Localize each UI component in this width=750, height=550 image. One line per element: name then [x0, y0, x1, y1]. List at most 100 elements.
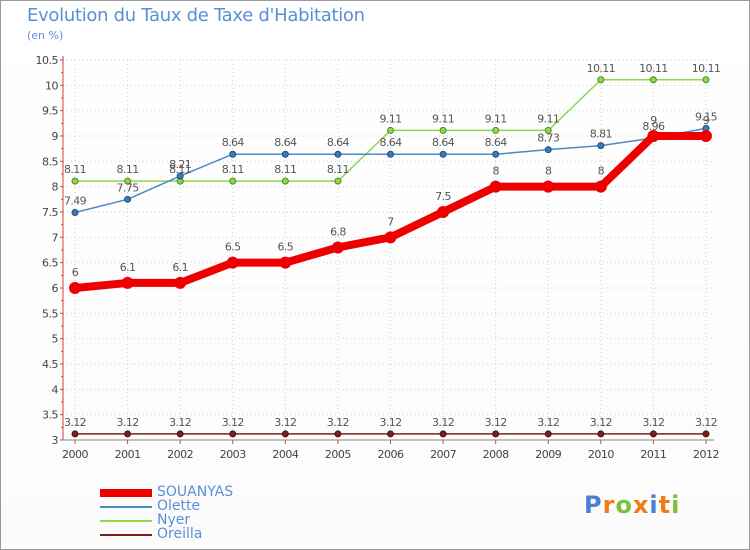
data-point-olette	[71, 209, 79, 217]
data-point-souanyas	[594, 180, 607, 193]
y-tick-label: 6.5	[42, 257, 58, 270]
data-label-souanyas: 6.1	[120, 261, 136, 274]
y-tick-label: 5.5	[42, 307, 58, 320]
data-label-oreilla: 3.12	[222, 416, 244, 429]
data-point-nyer	[702, 76, 710, 84]
data-label-nyer: 8.11	[327, 163, 349, 176]
data-point-nyer	[597, 76, 605, 84]
data-label-oreilla: 3.12	[485, 416, 507, 429]
data-label-souanyas: 8	[598, 165, 605, 178]
legend-label: Nyer	[157, 512, 191, 528]
x-tick-label: 2000	[62, 448, 88, 461]
data-point-nyer	[71, 177, 79, 185]
data-point-souanyas	[700, 130, 712, 142]
data-point-oreilla	[71, 430, 79, 438]
data-label-nyer: 8.11	[169, 163, 191, 176]
data-point-oreilla	[492, 430, 500, 438]
data-point-nyer	[649, 76, 657, 84]
data-label-oreilla: 3.12	[695, 416, 717, 429]
x-tick-label: 2003	[220, 448, 246, 461]
data-point-oreilla	[124, 430, 132, 438]
data-point-nyer	[544, 126, 552, 134]
data-point-oreilla	[229, 430, 237, 438]
x-tick-label: 2005	[325, 448, 351, 461]
data-label-souanyas: 6.1	[172, 261, 188, 274]
data-label-olette: 8.73	[537, 132, 560, 145]
data-label-souanyas: 7	[387, 215, 394, 228]
proxiti-logo: Proxiti	[584, 491, 680, 519]
data-label-olette: 7.75	[117, 181, 140, 194]
data-label-nyer: 8.11	[274, 163, 296, 176]
y-tick-label: 8.5	[42, 155, 58, 168]
data-label-souanyas: 6	[72, 266, 79, 279]
data-point-olette	[597, 142, 605, 150]
data-label-olette: 8.64	[222, 136, 245, 149]
legend-swatch	[100, 520, 152, 522]
data-label-oreilla: 3.12	[117, 416, 139, 429]
logo-letter: i	[649, 491, 659, 519]
data-label-nyer: 8.11	[222, 163, 244, 176]
data-point-souanyas	[69, 282, 81, 294]
data-point-oreilla	[334, 430, 342, 438]
data-point-souanyas	[489, 180, 502, 193]
data-point-souanyas	[542, 180, 555, 193]
data-label-olette: 7.49	[64, 195, 87, 208]
data-point-olette	[124, 195, 132, 203]
logo-letter: i	[671, 491, 681, 519]
data-label-souanyas: 8	[492, 165, 499, 178]
data-point-olette	[387, 150, 394, 158]
data-label-nyer: 9.11	[485, 112, 507, 125]
data-point-souanyas	[226, 256, 239, 269]
y-tick-label: 7	[52, 231, 59, 244]
x-tick-label: 2004	[272, 448, 298, 461]
data-label-oreilla: 3.12	[379, 416, 401, 429]
data-point-olette	[176, 172, 184, 180]
data-point-nyer	[124, 177, 132, 185]
y-tick-label: 4.5	[42, 358, 58, 371]
data-point-olette	[334, 150, 342, 158]
x-tick-label: 2011	[640, 448, 666, 461]
x-tick-label: 2012	[693, 448, 719, 461]
data-point-souanyas	[121, 276, 134, 289]
legend-label: Oreilla	[157, 526, 203, 542]
logo-letter: x	[632, 491, 650, 519]
data-label-oreilla: 3.12	[64, 416, 86, 429]
data-label-oreilla: 3.12	[537, 416, 559, 429]
data-label-nyer: 9.11	[537, 112, 559, 125]
data-label-oreilla: 3.12	[590, 416, 612, 429]
data-label-olette: 8.81	[590, 128, 612, 141]
data-label-oreilla: 3.12	[327, 416, 349, 429]
x-tick-label: 2006	[378, 448, 404, 461]
data-point-nyer	[492, 126, 500, 134]
legend-label: SOUANYAS	[157, 484, 234, 500]
y-tick-label: 9.5	[42, 105, 58, 118]
data-label-oreilla: 3.12	[642, 416, 664, 429]
data-point-olette	[281, 150, 289, 158]
data-point-olette	[229, 150, 237, 158]
data-point-oreilla	[702, 430, 710, 438]
data-point-nyer	[229, 177, 237, 185]
data-label-olette: 8.64	[432, 136, 455, 149]
data-point-oreilla	[439, 430, 447, 438]
data-point-olette	[492, 150, 500, 158]
data-label-souanyas: 7.5	[435, 190, 451, 203]
data-point-nyer	[439, 126, 447, 134]
data-label-oreilla: 3.12	[169, 416, 191, 429]
logo-letter: r	[602, 491, 616, 519]
x-tick-label: 2001	[115, 448, 141, 461]
data-point-oreilla	[176, 430, 184, 438]
y-tick-label: 5	[52, 333, 59, 346]
data-point-souanyas	[331, 241, 344, 254]
data-label-olette: 8.64	[379, 136, 402, 149]
data-point-olette	[439, 150, 447, 158]
data-point-oreilla	[649, 430, 657, 438]
y-tick-label: 8	[52, 181, 59, 194]
y-tick-label: 10	[45, 79, 58, 92]
data-point-souanyas	[384, 231, 397, 244]
logo-letter: t	[658, 491, 672, 519]
data-label-oreilla: 3.12	[274, 416, 296, 429]
data-point-nyer	[281, 177, 289, 185]
logo-letter: P	[584, 491, 603, 519]
data-label-olette: 8.21	[169, 158, 191, 171]
